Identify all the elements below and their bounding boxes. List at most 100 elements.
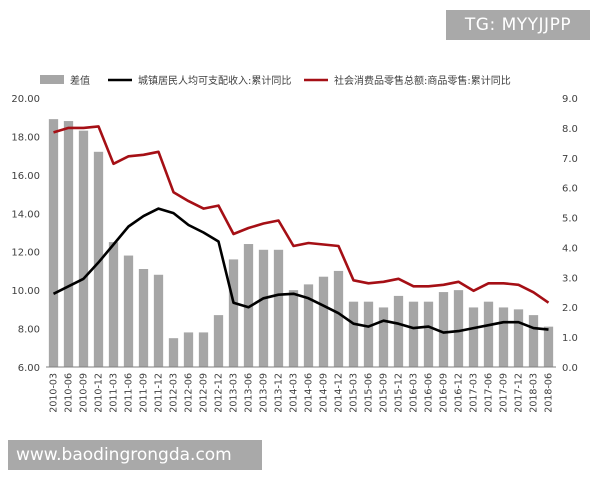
bar — [468, 307, 479, 367]
bar — [183, 332, 194, 367]
x-axis-tick-label: 2014-03 — [289, 373, 300, 413]
x-axis-tick-label: 2016-12 — [454, 373, 465, 413]
x-axis-tick-label: 2015-09 — [379, 373, 390, 413]
x-axis-tick-label: 2014-06 — [304, 373, 315, 413]
x-axis-tick-label: 2015-06 — [364, 373, 375, 413]
bar — [243, 244, 254, 367]
left-axis-tick-label: 10.00 — [11, 286, 40, 297]
bar — [258, 249, 269, 367]
legend-label: 城镇居民人均可支配收入:累计同比 — [138, 74, 291, 87]
bar — [78, 130, 89, 367]
bar — [393, 295, 404, 367]
x-axis-tick-label: 2016-06 — [424, 373, 435, 413]
x-axis-tick-label: 2016-09 — [439, 373, 450, 413]
left-axis-tick-label: 14.00 — [11, 209, 40, 220]
right-axis-tick-label: 6.0 — [562, 184, 578, 195]
right-axis-tick-label: 1.0 — [562, 333, 578, 344]
left-axis-tick-label: 18.00 — [11, 132, 40, 143]
x-axis-tick-label: 2018-03 — [529, 373, 540, 413]
bar — [348, 301, 359, 367]
legend: 差值 城镇居民人均可支配收入:累计同比 社会消费品零售总额:商品零售:累计同比 — [40, 74, 511, 87]
left-axis-tick-label: 16.00 — [11, 171, 40, 182]
bar — [63, 121, 74, 367]
bar — [123, 255, 134, 367]
legend-item-income: 城镇居民人均可支配收入:累计同比 — [108, 74, 291, 87]
bar — [228, 259, 239, 367]
watermark-top: TG: MYYJJPP — [446, 10, 590, 40]
x-axis-tick-label: 2010-12 — [94, 373, 105, 413]
bar — [303, 284, 314, 367]
legend-swatch — [40, 75, 64, 84]
right-axis-tick-label: 5.0 — [562, 214, 578, 225]
legend-label: 社会消费品零售总额:商品零售:累计同比 — [334, 74, 511, 87]
x-axis-tick-label: 2013-03 — [229, 373, 240, 413]
retail-growth-line — [53, 125, 550, 304]
bar — [408, 301, 419, 367]
x-axis-tick-label: 2015-03 — [349, 373, 360, 413]
legend-item-diff: 差值 — [40, 74, 90, 87]
x-axis-tick-label: 2013-12 — [274, 373, 285, 413]
bar — [483, 301, 494, 367]
line-series — [52, 125, 550, 334]
x-axis-tick-label: 2015-12 — [394, 373, 405, 413]
x-axis-tick-label: 2014-12 — [334, 373, 345, 413]
bar — [498, 307, 509, 367]
x-axis-tick-label: 2017-03 — [469, 373, 480, 413]
right-axis-tick-label: 7.0 — [562, 154, 578, 165]
bar — [153, 274, 164, 367]
bar — [168, 338, 179, 367]
bar — [363, 301, 374, 367]
x-axis-tick-label: 2010-06 — [64, 373, 75, 413]
legend-item-retail: 社会消费品零售总额:商品零售:累计同比 — [304, 74, 511, 87]
x-axis-tick-label: 2018-06 — [544, 373, 555, 413]
bar — [438, 292, 449, 367]
x-axis-tick-label: 2012-06 — [184, 373, 195, 413]
right-axis-tick-label: 2.0 — [562, 303, 578, 314]
x-axis-tick-label: 2017-09 — [499, 373, 510, 413]
x-axis-tick-label: 2011-03 — [109, 373, 120, 413]
right-axis-tick-label: 3.0 — [562, 273, 578, 284]
bar — [543, 326, 554, 367]
bar — [198, 332, 209, 367]
x-axis-tick-label: 2012-12 — [214, 373, 225, 413]
x-axis-tick-label: 2012-03 — [169, 373, 180, 413]
watermark-bottom: www.baodingrongda.com — [8, 440, 262, 470]
bar — [48, 119, 59, 367]
legend-label: 差值 — [70, 74, 90, 87]
bar — [93, 151, 104, 367]
left-axis-tick-label: 6.00 — [18, 363, 40, 374]
x-axis: 2010-03 2010-06 2010-09 2010-12 2011-03 2011-… — [46, 366, 556, 413]
bar — [138, 269, 149, 367]
x-axis-tick-label: 2014-09 — [319, 373, 330, 413]
bar — [333, 270, 344, 367]
right-axis-tick-label: 8.0 — [562, 124, 578, 135]
left-axis: 6.00 8.00 10.00 12.00 14.00 16.00 18.00 20.00 — [11, 94, 40, 374]
income-growth-line — [52, 207, 549, 334]
right-axis-tick-label: 0.0 — [562, 363, 578, 374]
x-axis-tick-label: 2010-03 — [49, 373, 60, 413]
bar — [318, 276, 329, 367]
bar — [423, 301, 434, 367]
bar — [453, 290, 464, 367]
right-axis: 0.0 1.0 2.0 3.0 4.0 5.0 6.0 7.0 8.0 9.0 — [562, 94, 578, 374]
left-axis-tick-label: 12.00 — [11, 248, 40, 259]
bar — [273, 249, 284, 367]
x-axis-tick-label: 2016-03 — [409, 373, 420, 413]
left-axis-tick-label: 20.00 — [11, 94, 40, 105]
right-axis-tick-label: 4.0 — [562, 243, 578, 254]
bar — [528, 315, 539, 367]
left-axis-tick-label: 8.00 — [18, 325, 40, 336]
x-axis-tick-label: 2011-06 — [124, 373, 135, 413]
x-axis-tick-label: 2010-09 — [79, 373, 90, 413]
bar — [213, 315, 224, 367]
x-axis-tick-label: 2011-12 — [154, 373, 165, 413]
x-axis-tick-label: 2013-09 — [259, 373, 270, 413]
x-axis-tick-label: 2012-09 — [199, 373, 210, 413]
x-axis-tick-label: 2013-06 — [244, 373, 255, 413]
bar — [108, 242, 119, 367]
bar — [288, 290, 299, 367]
bar-series — [48, 119, 554, 367]
bar — [513, 309, 524, 367]
x-axis-tick-label: 2011-09 — [139, 373, 150, 413]
